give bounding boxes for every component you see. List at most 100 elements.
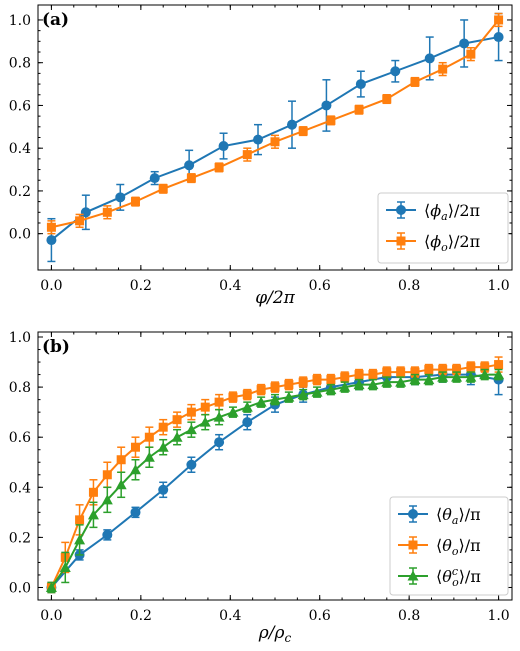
data-point [423,374,435,385]
data-point [311,386,323,397]
data-point [298,126,308,136]
data-point [494,360,504,370]
chart-panel-b: 0.0 0.2 0.4 0.6 0.8 1.0 0.0 0.2 0.4 0.6 0.8 1.0 (b) ρ… [9,330,513,645]
data-point [172,415,182,425]
data-point [242,150,252,160]
data-point [218,141,229,152]
panel-label: (b) [42,337,70,357]
data-point [158,484,169,495]
x-tick-label: 0.2 [130,608,152,624]
data-point [74,534,86,545]
legend-marker [408,509,418,519]
x-tick-label: 0.8 [398,608,420,624]
data-point [382,367,392,377]
data-point [214,437,225,448]
x-tick-label: 0.2 [130,278,152,294]
legend-label: ⟨θc o⟩/π [436,565,481,589]
data-point [158,184,168,194]
data-point [255,396,267,407]
data-point [438,64,448,74]
data-point [340,372,350,382]
data-point [381,376,393,387]
data-point [59,561,71,572]
data-point [494,15,504,25]
data-point [396,367,406,377]
data-point [354,105,364,115]
data-point [46,222,56,232]
data-point [269,394,281,405]
data-point [115,192,126,203]
data-point [75,216,85,226]
legend-label: ⟨ϕo⟩/2π [424,232,480,254]
data-point [149,173,160,184]
y-tick-label: 0.8 [9,380,31,396]
data-point [286,119,297,130]
data-point [493,369,505,380]
data-point [395,376,407,387]
data-point [382,94,392,104]
data-point [339,381,351,392]
data-point [130,442,140,452]
data-point [256,385,266,395]
data-point [214,162,224,172]
x-tick-label: 0.0 [40,608,62,624]
data-point [459,38,470,49]
y-tick-label: 0.2 [9,530,31,546]
y-tick-label: 0.0 [9,227,31,243]
data-point [325,384,337,395]
data-point [186,459,197,470]
data-point [242,390,252,400]
data-point [438,365,448,375]
data-point [75,515,85,525]
data-point [283,391,295,402]
x-axis-label: φ/2π [255,288,295,308]
data-point [88,487,98,497]
data-point [199,416,211,427]
data-point [242,417,253,428]
legend: ⟨ϕa⟩/2π ⟨ϕo⟩/2π [377,192,509,264]
legend-marker [396,236,406,246]
legend-label: ⟨θa⟩/π [436,505,481,527]
data-point [424,365,434,375]
data-point [184,160,195,171]
x-tick-label: 0.6 [309,278,331,294]
x-tick-label: 1.0 [487,278,509,294]
legend: ⟨θa⟩/π ⟨θo⟩/π ⟨θc o⟩/π [389,496,509,596]
data-point [46,235,57,246]
data-point [115,479,127,490]
data-point [270,137,280,147]
data-point [129,464,141,475]
data-point [390,66,401,77]
data-point [213,411,225,422]
data-point [241,401,253,412]
data-point [321,100,332,111]
data-point [144,432,154,442]
data-point [424,53,435,64]
data-point [130,197,140,207]
data-point [326,115,336,125]
legend-marker [407,570,419,581]
x-tick-label: 0.4 [219,278,241,294]
data-point [116,455,126,465]
x-axis-label: ρ/ρc [258,623,292,645]
data-point [102,207,112,217]
data-point [479,369,491,380]
data-point [158,422,168,432]
x-tick-label: 1.0 [487,608,509,624]
data-point [87,509,99,520]
data-point [45,581,57,592]
data-point [101,494,113,505]
data-point [355,79,366,90]
series-2 [45,368,505,594]
data-point [284,380,294,390]
data-point [80,207,91,218]
data-point [297,389,309,400]
data-point [270,382,280,392]
y-tick-label: 0.6 [9,430,31,446]
legend-marker [396,205,406,215]
data-point [102,470,112,480]
data-point [437,371,449,382]
data-point [312,375,322,385]
data-point [451,371,463,382]
series-1 [46,356,504,594]
